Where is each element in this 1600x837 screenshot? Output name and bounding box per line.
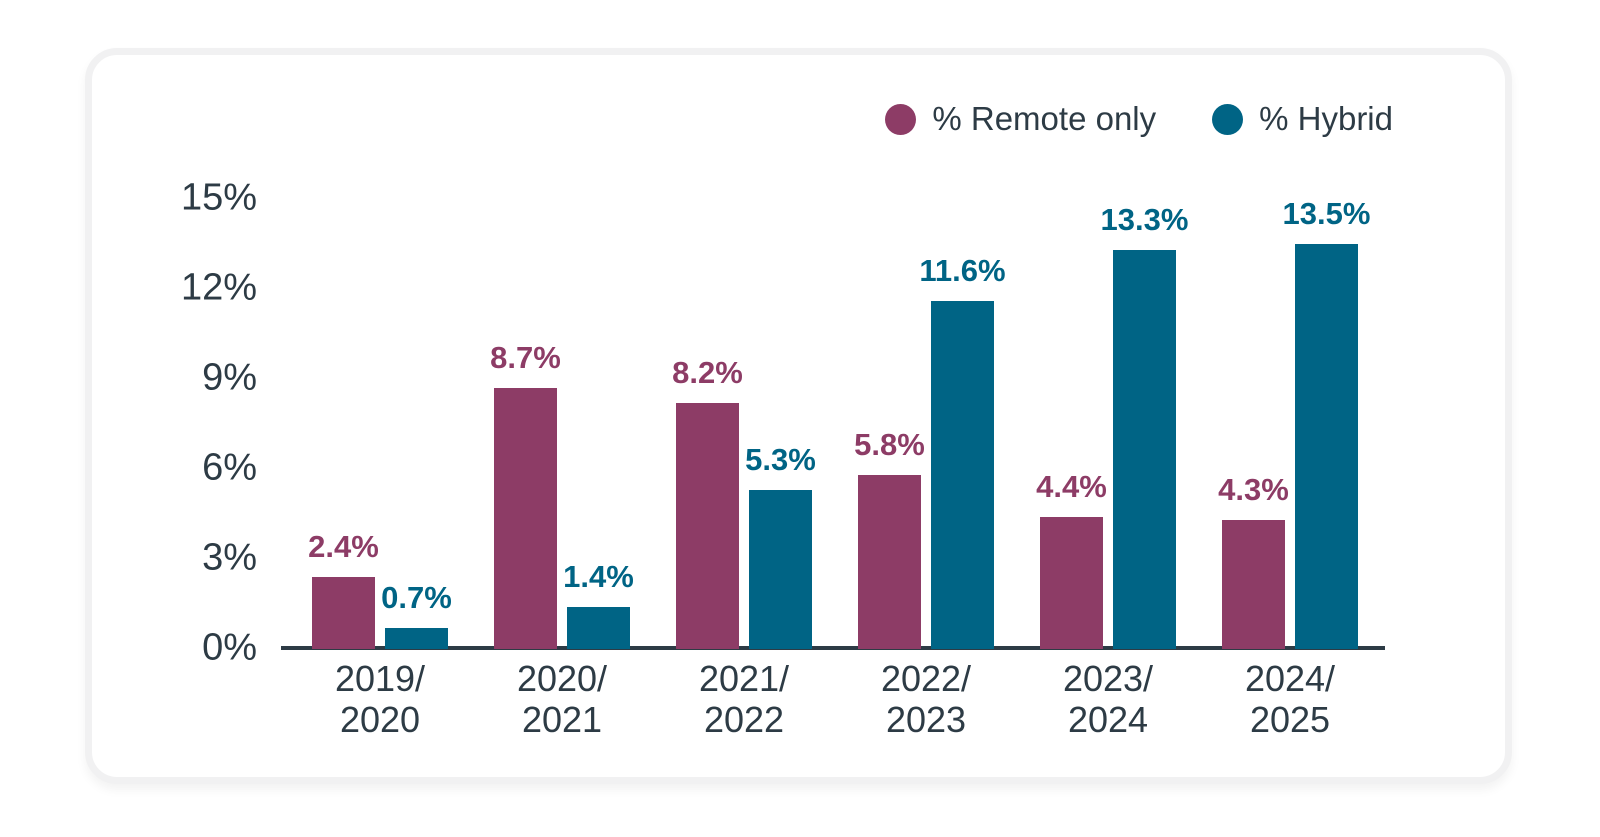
bar-value-label-remote: 4.4% xyxy=(1036,469,1107,504)
bar-hybrid-2023-2024 xyxy=(1113,250,1176,649)
bar-remote-2023-2024 xyxy=(1040,517,1103,649)
y-axis-tick-label: 12% xyxy=(180,266,257,309)
bar-value-label-hybrid: 5.3% xyxy=(745,442,816,477)
bar-hybrid-2021-2022 xyxy=(749,490,812,649)
bar-hybrid-2022-2023 xyxy=(931,301,994,649)
bar-remote-2019-2020 xyxy=(312,577,375,649)
x-axis-label: 2022/2023 xyxy=(880,658,972,740)
legend-label-remote: % Remote only xyxy=(932,100,1157,137)
chart-card xyxy=(85,48,1512,784)
bar-hybrid-2020-2021 xyxy=(567,607,630,649)
bar-hybrid-2024-2025 xyxy=(1295,244,1358,649)
bar-value-label-remote: 5.8% xyxy=(854,427,925,462)
bar-value-label-hybrid: 11.6% xyxy=(919,253,1006,288)
x-axis-line xyxy=(281,646,1385,650)
bar-value-label-hybrid: 0.7% xyxy=(381,580,452,615)
legend-dot-hybrid-icon xyxy=(1212,103,1244,135)
bar-value-label-hybrid: 13.3% xyxy=(1100,202,1189,237)
legend-label-hybrid: % Hybrid xyxy=(1259,100,1393,137)
bar-value-label-hybrid: 1.4% xyxy=(563,559,634,594)
bar-value-label-remote: 8.2% xyxy=(672,355,743,390)
bar-value-label-hybrid: 13.5% xyxy=(1282,196,1371,231)
legend: % Remote only % Hybrid xyxy=(885,96,1393,142)
bar-remote-2022-2023 xyxy=(858,475,921,649)
y-axis-tick-label: 0% xyxy=(202,626,257,669)
bar-remote-2024-2025 xyxy=(1222,520,1285,649)
x-axis-label: 2023/2024 xyxy=(1062,658,1154,740)
bar-value-label-remote: 4.3% xyxy=(1218,472,1289,507)
legend-dot-remote-icon xyxy=(885,103,917,135)
bar-value-label-remote: 2.4% xyxy=(308,529,379,564)
bar-remote-2020-2021 xyxy=(494,388,557,649)
y-axis-tick-label: 3% xyxy=(202,536,257,579)
x-axis-label: 2020/2021 xyxy=(516,658,608,740)
x-axis-label: 2019/2020 xyxy=(334,658,426,740)
x-axis-label: 2021/2022 xyxy=(698,658,790,740)
legend-item-remote: % Remote only xyxy=(885,100,1156,138)
legend-item-hybrid: % Hybrid xyxy=(1212,100,1393,138)
x-axis-label: 2024/2025 xyxy=(1244,658,1336,740)
bar-value-label-remote: 8.7% xyxy=(490,340,561,375)
bar-hybrid-2019-2020 xyxy=(385,628,448,649)
y-axis-tick-label: 6% xyxy=(202,446,257,489)
y-axis-tick-label: 15% xyxy=(180,176,257,219)
y-axis-tick-label: 9% xyxy=(202,356,257,399)
bar-remote-2021-2022 xyxy=(676,403,739,649)
